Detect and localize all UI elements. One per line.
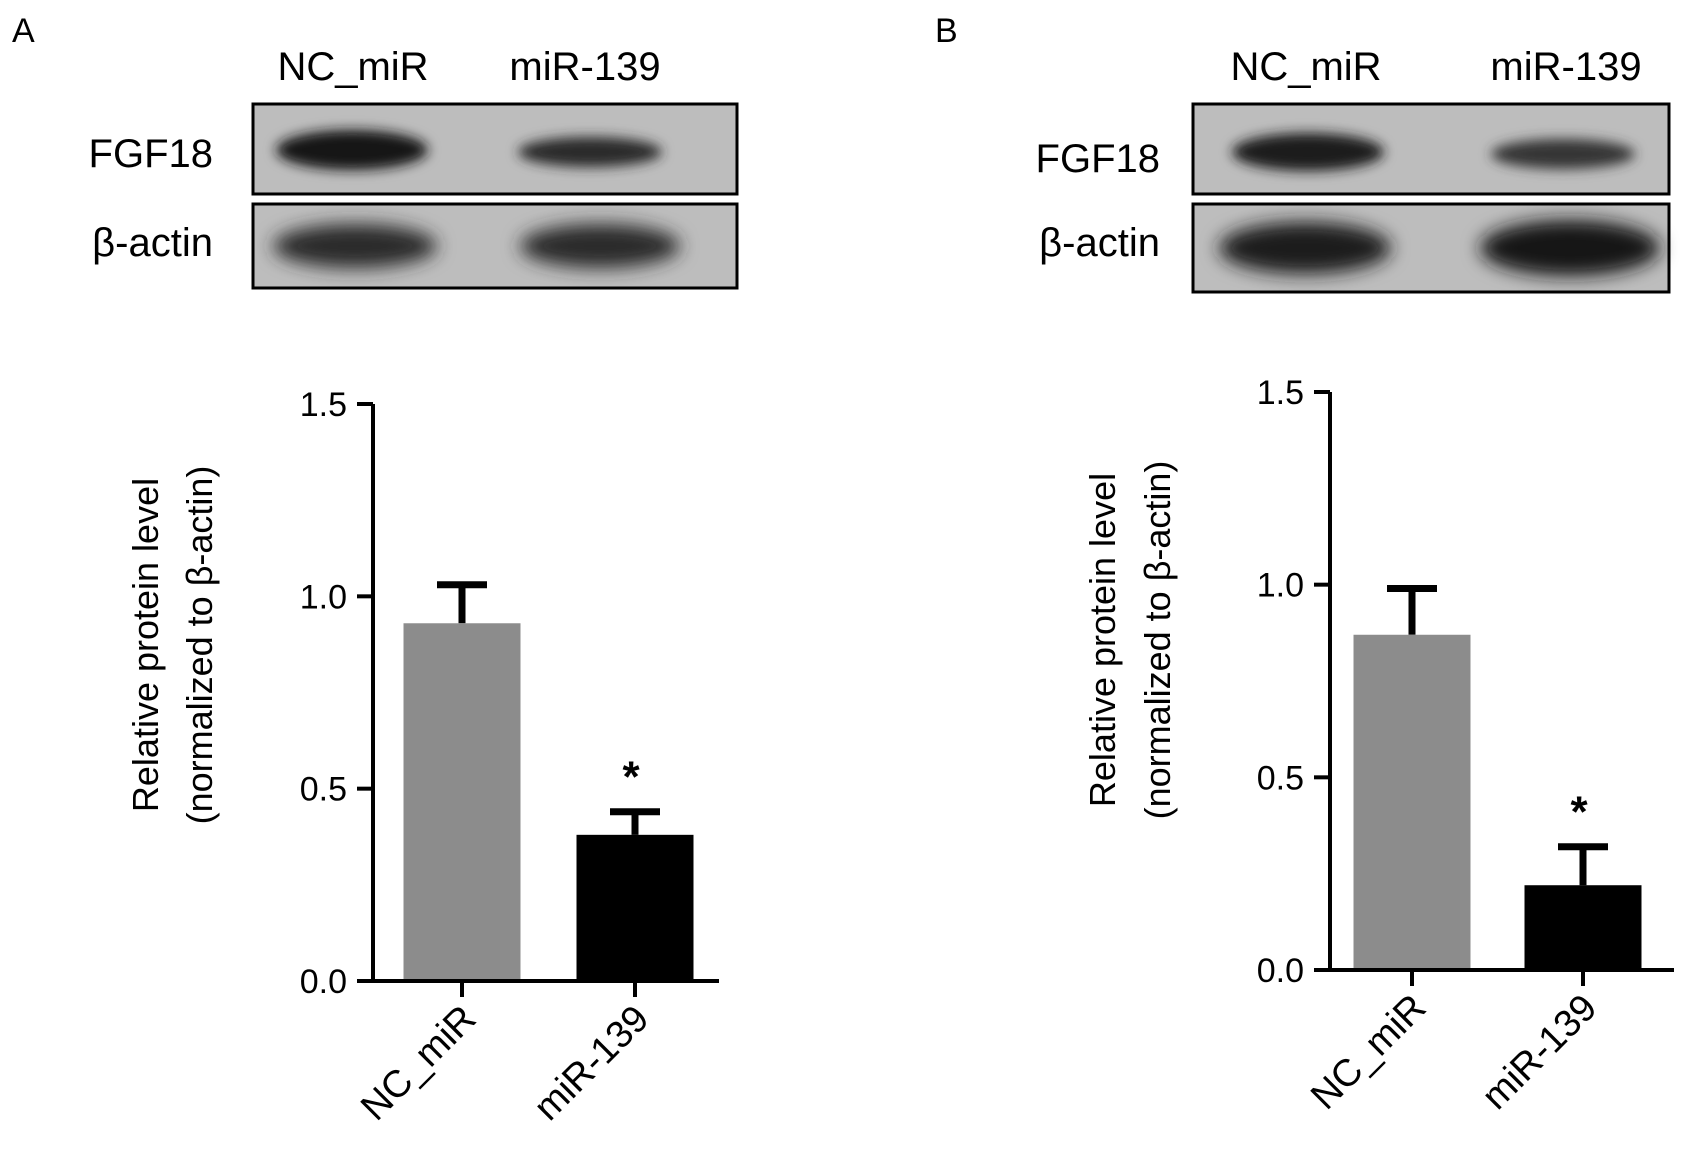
panel-a-y-tick-label: 1.0: [300, 578, 347, 616]
panel-a-lane-label-mir-139: miR-139: [509, 45, 660, 89]
panel-b-bar-chart: Relative protein level (normalized to β-…: [1082, 374, 1674, 1118]
panel-b-y-tick-label: 1.0: [1257, 567, 1304, 605]
panel-a-y-axis-label-line1: Relative protein level: [125, 478, 166, 812]
panel-a-significance-marker-mir-139: *: [622, 753, 640, 802]
panel-b-fgf18-blot-strip: [1191, 102, 1671, 196]
panel-b-y-tick-label: 0.0: [1257, 952, 1304, 990]
panel-b-beta-actin-band-nc-mir: [1219, 222, 1391, 274]
panel-b-fgf18-band-mir-139: [1491, 139, 1635, 169]
panel-a-x-category-label-mir-139: miR-139: [526, 998, 657, 1129]
panel-a: A NC_miR miR-139 FGF18 β-actin Relative …: [12, 12, 739, 1129]
panel-a-fgf18-band-nc-mir: [276, 130, 428, 170]
panel-b-x-category-label-nc-mir: NC_miR: [1303, 987, 1434, 1118]
panel-a-y-tick-label: 0.5: [300, 771, 347, 809]
panel-a-y-tick-label: 1.5: [300, 386, 347, 424]
panel-a-bar-nc-mir: [403, 623, 521, 979]
panel-b-western-blot: NC_miR miR-139 FGF18 β-actin: [1036, 45, 1671, 294]
panel-a-y-axis-label-line2: (normalized to β-actin): [179, 466, 220, 825]
panel-b-lane-label-nc-mir: NC_miR: [1230, 45, 1381, 89]
panel-b-y-axis-label-line1: Relative protein level: [1082, 473, 1123, 807]
panel-a-letter: A: [12, 12, 35, 50]
panel-a-lane-label-nc-mir: NC_miR: [277, 45, 428, 89]
panel-a-western-blot: NC_miR miR-139 FGF18 β-actin: [89, 45, 739, 290]
panel-a-x-category-label-nc-mir: NC_miR: [353, 998, 484, 1129]
panel-a-beta-actin-band-nc-mir: [273, 224, 437, 268]
panel-b-y-tick-label: 1.5: [1257, 374, 1304, 412]
panel-b-y-tick-label: 0.5: [1257, 759, 1304, 797]
panel-a-row-label-fgf18: FGF18: [89, 132, 213, 176]
panel-a-beta-actin-band-mir-139: [520, 224, 680, 268]
panel-b-y-axis-label-line2: (normalized to β-actin): [1137, 461, 1178, 820]
panel-b-letter: B: [935, 12, 958, 50]
panel-b-bar-mir-139: [1524, 885, 1642, 968]
panel-b-bar-nc-mir: [1353, 634, 1471, 968]
panel-b-row-label-fgf18: FGF18: [1036, 137, 1160, 181]
panel-b-row-label-beta-actin: β-actin: [1039, 221, 1160, 265]
panel-b: B NC_miR miR-139 FGF18 β-actin Relative …: [935, 12, 1674, 1118]
panel-a-y-tick-label: 0.0: [300, 963, 347, 1001]
panel-b-lane-label-mir-139: miR-139: [1490, 45, 1641, 89]
panel-b-significance-marker-mir-139: *: [1570, 788, 1588, 837]
panel-b-fgf18-band-nc-mir: [1232, 133, 1384, 171]
panel-a-fgf18-band-mir-139: [518, 137, 662, 167]
panel-a-bar-chart: Relative protein level (normalized to β-…: [125, 386, 719, 1129]
panel-a-fgf18-blot-strip: [251, 102, 739, 196]
panel-a-bar-mir-139: [576, 834, 694, 979]
panel-b-beta-actin-band-mir-139: [1480, 220, 1660, 276]
panel-b-x-category-label-mir-139: miR-139: [1474, 987, 1605, 1118]
panel-a-beta-actin-blot-strip: [251, 202, 739, 290]
panel-b-beta-actin-blot-strip: [1191, 202, 1671, 294]
panel-a-row-label-beta-actin: β-actin: [92, 221, 213, 265]
